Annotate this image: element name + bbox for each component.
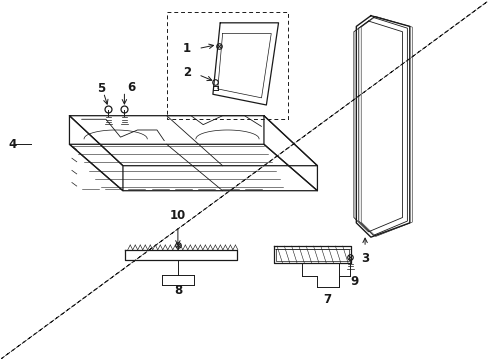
- Text: 10: 10: [169, 209, 185, 222]
- Text: 9: 9: [350, 275, 358, 288]
- Text: 7: 7: [323, 293, 330, 306]
- Text: 5: 5: [97, 82, 105, 95]
- Text: 8: 8: [173, 284, 182, 297]
- Text: 2: 2: [183, 66, 191, 79]
- Text: 3: 3: [360, 252, 368, 265]
- Text: 1: 1: [183, 42, 191, 55]
- Text: 4: 4: [8, 138, 16, 151]
- Text: 6: 6: [126, 81, 135, 94]
